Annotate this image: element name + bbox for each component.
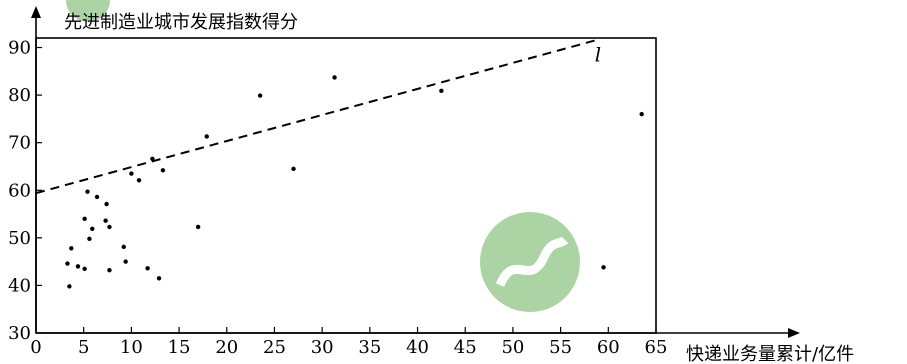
- x-tick-label: 35: [358, 337, 381, 358]
- x-tick-label: 10: [120, 337, 143, 358]
- x-axis-label: 快递业务量累计/亿件: [686, 344, 854, 364]
- y-axis-label: 先进制造业城市发展指数得分: [64, 12, 298, 33]
- y-axis-arrow: [31, 6, 41, 18]
- scatter-point: [82, 266, 87, 271]
- x-tick-label: 45: [454, 337, 477, 358]
- y-tick-label: 90: [8, 38, 31, 59]
- scatter-point: [107, 224, 112, 230]
- scatter-point: [150, 156, 155, 162]
- x-tick-label: 60: [597, 337, 620, 358]
- scatter-point: [67, 284, 72, 289]
- x-tick-label: 20: [215, 337, 238, 358]
- y-tick-label: 60: [8, 180, 31, 201]
- scatter-point: [291, 166, 296, 172]
- scatter-point: [87, 236, 92, 241]
- scatter-point: [257, 93, 263, 98]
- x-tick-label: 5: [78, 337, 89, 358]
- regression-line-label: l: [595, 42, 601, 66]
- y-tick-label: 30: [8, 323, 31, 344]
- scatter-point: [90, 226, 95, 231]
- x-tick-label: 25: [263, 337, 286, 358]
- watermark-logo: [480, 212, 580, 312]
- tick-group: 0 5 10 15 20 25 30 35 40 45 50 55 60 65 30 40 50 60 70 80 90: [8, 38, 667, 358]
- regression-layer: l: [35, 38, 601, 195]
- scatter-point: [123, 259, 128, 264]
- x-tick-label: 65: [645, 337, 668, 358]
- y-tick-label: 50: [8, 228, 31, 249]
- scatter-point: [103, 218, 108, 223]
- scatter-point: [65, 261, 70, 266]
- regression-line: [35, 38, 600, 195]
- scatter-point: [439, 88, 444, 94]
- scatter-point: [156, 276, 162, 281]
- y-tick-label: 70: [8, 133, 31, 154]
- scatter-point: [601, 265, 606, 270]
- x-tick-label: 50: [501, 337, 524, 358]
- scatter-point: [107, 267, 112, 273]
- plot-frame: [35, 37, 657, 334]
- scatter-point: [160, 168, 166, 173]
- scatter-point: [195, 224, 201, 230]
- points-group: [65, 75, 644, 289]
- scatter-point: [104, 201, 109, 207]
- x-tick-label: 55: [549, 337, 572, 358]
- scatter-point: [129, 171, 134, 176]
- x-tick-label: 40: [406, 337, 429, 358]
- scatter-point: [639, 111, 644, 117]
- x-axis-arrow: [788, 328, 800, 338]
- x-tick-label: 0: [30, 337, 41, 358]
- x-tick-label: 30: [311, 337, 334, 358]
- scatter-point: [69, 246, 74, 251]
- y-tick-label: 40: [8, 275, 31, 296]
- scatter-point: [75, 264, 81, 269]
- scatter-point: [136, 178, 142, 183]
- scatter-point: [145, 266, 150, 271]
- scatter-point: [204, 134, 209, 139]
- x-tick-label: 15: [168, 337, 191, 358]
- watermark: [66, 0, 580, 312]
- scatter-point: [85, 189, 90, 194]
- scatter-point: [82, 216, 87, 222]
- scatter-point: [121, 244, 126, 250]
- y-tick-label: 80: [8, 85, 31, 106]
- scatter-point: [332, 75, 337, 80]
- scatter-point: [94, 194, 100, 200]
